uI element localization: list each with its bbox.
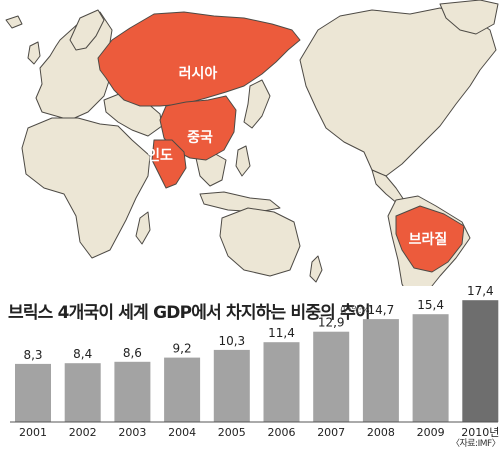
category-label-2006: 2006 bbox=[268, 426, 296, 439]
value-label-2008: 14,7 bbox=[368, 303, 395, 317]
indonesia-landmass bbox=[199, 191, 281, 213]
chart-panel: 브릭스 4개국이 세계 GDP에서 차지하는 비중의 추이 (단위:%) 8,3… bbox=[0, 286, 500, 453]
unit-label: (단위:%) bbox=[340, 306, 373, 316]
category-label-2010년: 2010년 bbox=[461, 426, 499, 439]
value-label-2001: 8,3 bbox=[23, 348, 42, 362]
brazil-label: 브라질 bbox=[409, 232, 448, 248]
category-label-2001: 2001 bbox=[19, 426, 47, 439]
china-region bbox=[159, 95, 237, 161]
value-label-2006: 11,4 bbox=[268, 326, 295, 340]
iceland-landmass bbox=[5, 15, 23, 29]
world-map: 러시아 중국 인도 브라질 bbox=[5, 0, 499, 300]
category-label-2004: 2004 bbox=[168, 426, 196, 439]
bar-2002 bbox=[64, 363, 101, 422]
new-zealand-landmass bbox=[309, 255, 323, 283]
scandinavia-landmass bbox=[69, 9, 105, 51]
philippines-landmass bbox=[235, 145, 251, 177]
bar-2010년 bbox=[462, 300, 499, 422]
bar-2001 bbox=[15, 363, 51, 422]
bar-2004 bbox=[164, 357, 201, 422]
brazil-region bbox=[395, 205, 465, 273]
bar-2007 bbox=[313, 331, 350, 422]
north-america-landmass bbox=[299, 7, 497, 177]
bar-2008 bbox=[362, 319, 399, 422]
chart-title: 브릭스 4개국이 세계 GDP에서 차지하는 비중의 추이 bbox=[8, 303, 371, 323]
bar-2006 bbox=[263, 342, 300, 422]
madagascar-landmass bbox=[135, 211, 151, 245]
india-region bbox=[151, 139, 187, 189]
australia-landmass bbox=[219, 207, 301, 277]
greenland-landmass bbox=[439, 0, 499, 35]
bar-2005 bbox=[213, 349, 250, 422]
uk-landmass bbox=[27, 41, 41, 65]
category-label-2005: 2005 bbox=[218, 426, 246, 439]
india-label: 인도 bbox=[147, 147, 173, 164]
category-label-2009: 2009 bbox=[417, 426, 445, 439]
category-label-2002: 2002 bbox=[69, 426, 97, 439]
value-label-2010년: 17,4 bbox=[467, 286, 494, 298]
category-label-2008: 2008 bbox=[367, 426, 395, 439]
value-label-2007: 12,9 bbox=[318, 316, 345, 330]
russia-label: 러시아 bbox=[179, 65, 218, 82]
value-label-2005: 10,3 bbox=[218, 334, 245, 348]
russia-region bbox=[97, 11, 301, 107]
value-label-2009: 15,4 bbox=[417, 298, 444, 312]
category-label-2007: 2007 bbox=[317, 426, 345, 439]
bar-chart-svg: 8,3 2001 8,4 2002 8,6 2003 9,2 2004 10,3 2005 11,4… bbox=[10, 286, 499, 439]
bar-2009 bbox=[412, 314, 449, 422]
value-label-2003: 8,6 bbox=[123, 346, 142, 360]
source-note: 〈자료:IMF〉 bbox=[451, 439, 500, 449]
value-label-2002: 8,4 bbox=[73, 347, 92, 361]
china-label: 중국 bbox=[187, 130, 213, 146]
bar-2003 bbox=[114, 361, 151, 422]
value-label-2004: 9,2 bbox=[173, 342, 192, 356]
africa-landmass bbox=[21, 117, 151, 259]
category-label-2003: 2003 bbox=[118, 426, 146, 439]
world-map-svg: 러시아 중국 인도 브라질 bbox=[5, 0, 499, 300]
japan-landmass bbox=[243, 79, 271, 129]
